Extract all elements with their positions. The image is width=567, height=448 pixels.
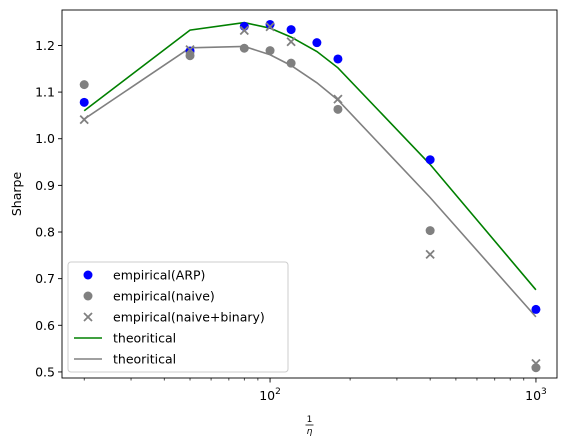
legend-circle-swatch: [83, 291, 93, 301]
x-marker-stroke: [333, 94, 343, 104]
data-point-s2-3: [265, 22, 275, 32]
legend-item-4: theoritical: [74, 352, 176, 367]
y-tick-label: 1.1: [35, 85, 55, 100]
y-tick-label: 1.0: [35, 131, 55, 146]
y-tick-label: 1.2: [35, 38, 55, 53]
legend-label: empirical(naive): [113, 289, 215, 304]
data-point-s2-2: [239, 25, 249, 36]
x-marker-stroke: [531, 358, 541, 369]
data-point-s2-5: [333, 94, 343, 104]
data-point-s2-4: [286, 37, 296, 47]
x-axis-label: 1η: [305, 415, 314, 437]
x-marker-stroke: [185, 45, 195, 55]
x-axis-label-denominator: η: [307, 427, 313, 437]
y-tick-label: 0.5: [35, 364, 55, 379]
legend-label: theoritical: [113, 352, 176, 367]
data-point-s0-6: [333, 54, 343, 64]
x-tick-label: 102: [259, 387, 281, 403]
legend-item-1: empirical(naive): [83, 289, 215, 304]
x-marker-stroke: [239, 25, 249, 36]
x-marker-stroke: [83, 312, 93, 322]
data-point-s0-3: [265, 19, 275, 29]
legend-item-2: empirical(naive+binary): [83, 310, 265, 325]
data-point-s1-2: [239, 43, 249, 53]
y-tick-label: 0.7: [35, 271, 55, 286]
series-line-3: [83, 21, 537, 291]
data-point-s2-7: [531, 358, 541, 369]
data-point-s1-1: [185, 51, 195, 61]
x-axis-label-numerator: 1: [307, 415, 313, 425]
x-tick-label: 103: [525, 387, 547, 403]
data-point-s1-3: [265, 46, 275, 56]
y-tick-label: 0.6: [35, 318, 55, 333]
x-marker-stroke: [286, 37, 296, 47]
y-axis-label: Sharpe: [9, 172, 24, 217]
legend-box: [67, 261, 289, 373]
plot-area: [79, 19, 541, 373]
data-point-s0-8: [531, 304, 541, 314]
legend-circle-swatch: [83, 270, 93, 280]
legend-item-3: theoritical: [74, 331, 176, 346]
legend-x-swatch: [83, 312, 93, 322]
data-point-s1-4: [286, 58, 296, 68]
plot-frame: [61, 9, 558, 379]
y-tick-label: 0.9: [35, 178, 55, 193]
y-tick-label: 0.8: [35, 225, 55, 240]
legend: empirical(ARP) empirical(naive) empirical(…: [67, 261, 289, 373]
data-point-s1-0: [79, 80, 89, 90]
data-point-s0-0: [79, 97, 89, 107]
data-point-s1-6: [425, 226, 435, 236]
data-point-s2-6: [425, 249, 435, 260]
x-marker-stroke: [265, 22, 275, 32]
x-marker-stroke: [79, 114, 89, 125]
legend-label: theoritical: [113, 331, 176, 346]
legend-label: empirical(ARP): [113, 268, 205, 283]
data-point-s1-5: [333, 104, 343, 114]
legend-item-0: empirical(ARP): [83, 268, 205, 283]
data-point-s0-4: [286, 25, 296, 35]
data-point-s0-5: [312, 38, 322, 48]
data-point-s2-0: [79, 114, 89, 125]
data-point-s2-1: [185, 45, 195, 55]
data-point-s0-7: [425, 155, 435, 165]
x-marker-stroke: [425, 249, 435, 260]
legend-label: empirical(naive+binary): [113, 310, 265, 325]
